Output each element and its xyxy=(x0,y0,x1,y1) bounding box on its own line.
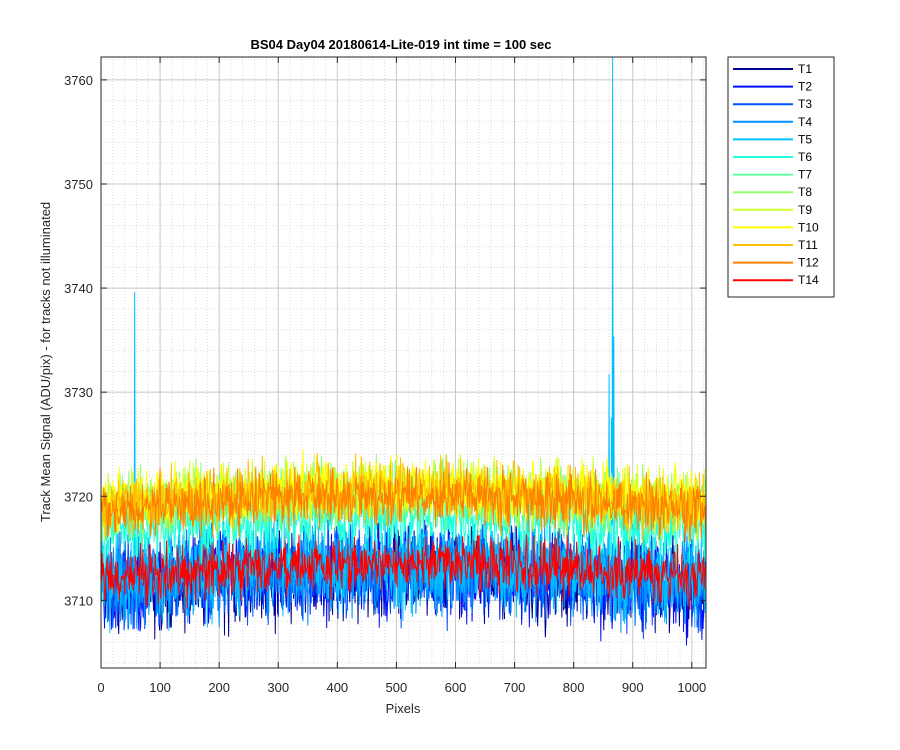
y-axis-label: Track Mean Signal (ADU/pix) - for tracks… xyxy=(38,202,53,522)
y-tick-label: 3740 xyxy=(64,281,93,296)
x-tick-label: 700 xyxy=(504,680,526,695)
legend-label-t3: T3 xyxy=(798,97,812,111)
series-line-t12 xyxy=(101,461,706,543)
legend-label-t7: T7 xyxy=(798,168,812,182)
x-tick-label: 200 xyxy=(208,680,230,695)
legend-label-t4: T4 xyxy=(798,115,812,129)
x-axis-label: Pixels xyxy=(386,701,421,716)
x-tick-label: 100 xyxy=(149,680,171,695)
series-line-t14 xyxy=(101,534,706,610)
x-tick-label: 300 xyxy=(267,680,289,695)
plot-frame xyxy=(100,56,707,669)
chart-title: BS04 Day04 20180614-Lite-019 int time = … xyxy=(251,37,552,52)
legend-label-t9: T9 xyxy=(798,203,812,217)
x-ticks: 0 100 200 300 400 500 600 700 800 900 1000 xyxy=(97,57,706,695)
x-tick-label: 500 xyxy=(386,680,408,695)
y-tick-label: 3710 xyxy=(64,593,93,608)
series-line-t5 xyxy=(101,57,706,634)
legend-items: T1 T2 T3 T4 T5 T6 T7 T8 T9 T10 T11 T12 T14 xyxy=(733,62,819,287)
x-tick-label: 1000 xyxy=(677,680,706,695)
legend-label-t10: T10 xyxy=(798,220,819,234)
legend: T1 T2 T3 T4 T5 T6 T7 T8 T9 T10 T11 T12 T14 xyxy=(727,56,835,298)
legend-label-t1: T1 xyxy=(798,62,812,76)
legend-label-t8: T8 xyxy=(798,185,812,199)
series-group xyxy=(101,57,706,646)
x-tick-label: 0 xyxy=(97,680,104,695)
legend-label-t5: T5 xyxy=(798,132,812,146)
legend-label-t12: T12 xyxy=(798,256,819,270)
legend-label-t11: T11 xyxy=(798,238,818,252)
y-tick-label: 3730 xyxy=(64,385,93,400)
x-tick-label: 800 xyxy=(563,680,585,695)
x-tick-label: 600 xyxy=(445,680,467,695)
y-tick-label: 3750 xyxy=(64,177,93,192)
legend-label-t2: T2 xyxy=(798,80,812,94)
y-tick-label: 3720 xyxy=(64,489,93,504)
x-tick-label: 900 xyxy=(622,680,644,695)
legend-box xyxy=(727,56,835,298)
x-tick-label: 400 xyxy=(326,680,348,695)
plot-area: 0 100 200 300 400 500 600 700 800 900 1000 3710 372… xyxy=(64,56,707,695)
legend-label-t6: T6 xyxy=(798,150,812,164)
y-ticks: 3710 3720 3730 3740 3750 3760 xyxy=(64,73,706,608)
legend-label-t14: T14 xyxy=(798,273,819,287)
y-tick-label: 3760 xyxy=(64,73,93,88)
series-line-t4 xyxy=(101,509,706,633)
